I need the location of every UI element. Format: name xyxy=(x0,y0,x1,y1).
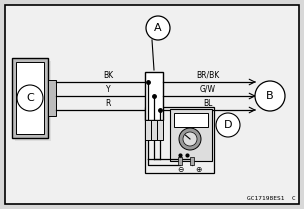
Bar xyxy=(174,113,208,127)
Text: G/W: G/W xyxy=(200,85,216,94)
Bar xyxy=(48,80,56,116)
Text: D: D xyxy=(224,120,232,130)
Bar xyxy=(190,157,194,165)
Circle shape xyxy=(255,81,285,111)
Bar xyxy=(157,120,163,140)
Text: Y: Y xyxy=(106,85,110,94)
Bar xyxy=(151,120,157,140)
Text: ⊖: ⊖ xyxy=(177,164,183,173)
Bar xyxy=(16,62,44,134)
Circle shape xyxy=(179,128,201,150)
Text: R: R xyxy=(105,99,111,108)
Circle shape xyxy=(17,85,43,111)
Text: BL: BL xyxy=(203,99,213,108)
Circle shape xyxy=(216,113,240,137)
Circle shape xyxy=(146,16,170,40)
Bar xyxy=(15,61,51,141)
Text: BK: BK xyxy=(103,71,113,80)
Circle shape xyxy=(183,132,197,146)
Bar xyxy=(145,72,163,120)
Bar xyxy=(145,120,151,140)
Text: C: C xyxy=(26,93,34,103)
Bar xyxy=(145,107,214,173)
Text: ⊕: ⊕ xyxy=(195,164,201,173)
Text: BR/BK: BR/BK xyxy=(196,71,219,80)
Bar xyxy=(170,109,212,161)
Bar xyxy=(12,58,48,138)
Bar xyxy=(178,157,182,165)
Text: A: A xyxy=(154,23,162,33)
Text: B: B xyxy=(266,91,274,101)
Text: GC17198ES1  C: GC17198ES1 C xyxy=(247,196,296,201)
